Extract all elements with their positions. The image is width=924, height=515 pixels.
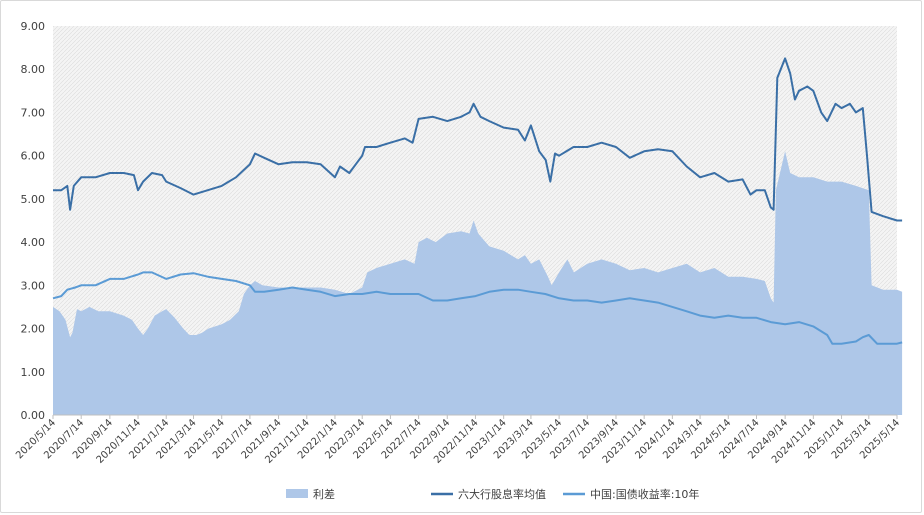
y-tick-label: 0.00 xyxy=(21,409,46,422)
y-tick-label: 5.00 xyxy=(21,193,46,206)
y-tick-label: 7.00 xyxy=(21,106,46,119)
y-tick-label: 9.00 xyxy=(21,20,46,33)
y-tick-label: 8.00 xyxy=(21,63,46,76)
legend-item-spread-swatch xyxy=(286,489,308,498)
y-tick-label: 2.00 xyxy=(21,323,46,336)
x-axis-ticks: 2020/5/142020/7/142020/9/142020/11/14202… xyxy=(14,415,902,466)
series-line-bond-yield xyxy=(52,271,903,345)
y-tick-label: 1.00 xyxy=(21,366,46,379)
legend: 利差 六大行股息率均值 中国:国债收益率:10年 xyxy=(286,487,699,501)
series-area-spread xyxy=(53,151,903,416)
legend-item-bond-yield-label: 中国:国债收益率:10年 xyxy=(590,487,699,501)
legend-item-spread-label: 利差 xyxy=(313,487,335,501)
area-layer xyxy=(53,151,903,416)
line-layer xyxy=(52,57,903,345)
series-line-dividend-yield xyxy=(53,57,903,222)
y-tick-label: 4.00 xyxy=(21,236,46,249)
y-tick-label: 6.00 xyxy=(21,150,46,163)
legend-item-dividend-yield-label: 六大行股息率均值 xyxy=(458,487,546,501)
y-tick-label: 3.00 xyxy=(21,279,46,292)
y-axis-ticks: 0.00 1.00 2.00 3.00 4.00 5.00 6.00 7.00 8.00 9.00 xyxy=(21,20,46,422)
